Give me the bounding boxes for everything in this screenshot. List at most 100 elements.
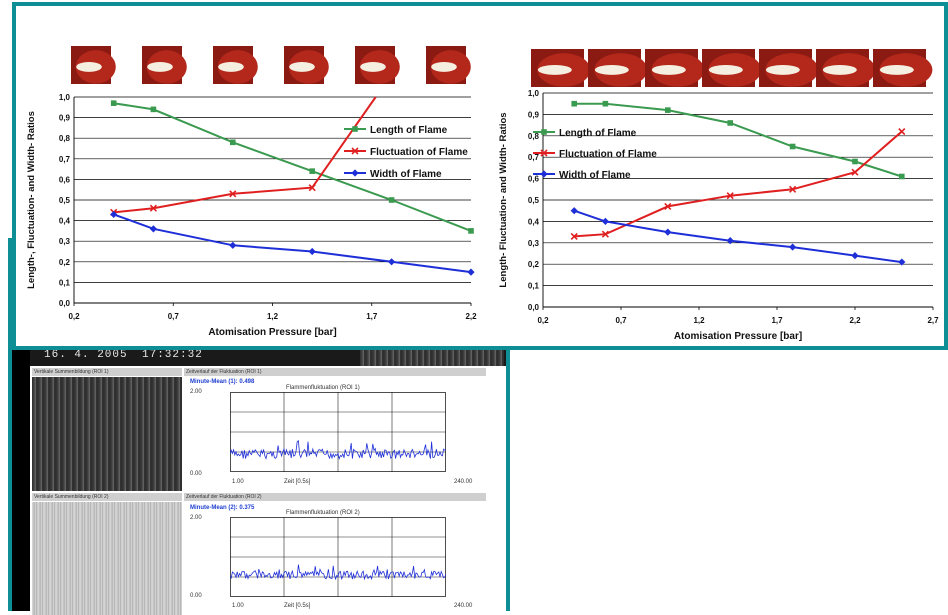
chart1-series-line: [113, 102, 472, 232]
chart1-y-tick-label: 0,5: [59, 196, 71, 205]
cross-marker-stroke: [789, 185, 797, 193]
roi1-xlabel: Zeit [0.5s]: [284, 479, 311, 485]
camera-strip: [360, 346, 504, 366]
chart1-data-point: [309, 168, 315, 174]
chart1-y-tick-label: 0,0: [59, 299, 71, 308]
chart2-x-tick-label: 1,2: [693, 316, 705, 325]
chart2-y-tick-label: 0,7: [528, 153, 540, 162]
chart2-x-tick-label: 2,7: [927, 316, 939, 325]
date-readout: 16. 4. 2005: [44, 349, 128, 361]
chart2-data-point: [570, 232, 578, 240]
chart1-y-tick-label: 1,0: [59, 93, 71, 102]
cross-marker-stroke: [351, 147, 359, 155]
chart2-data-point: [726, 237, 734, 245]
chart2-flame-core: [879, 64, 914, 75]
roi2-title: Flammenfluktuation (ROI 2): [286, 510, 360, 516]
chart1-legend-marker: [351, 169, 359, 177]
chart2-y-tick-label: 0,9: [528, 110, 540, 119]
chart2-x-axis-label: Atomisation Pressure [bar]: [674, 331, 802, 342]
chart1-flame-core: [76, 61, 102, 72]
chart2-data-point: [665, 107, 671, 113]
chart2-y-tick-label: 0,6: [528, 175, 540, 184]
cross-marker-stroke: [229, 190, 237, 198]
chart1-y-tick-label: 0,7: [59, 155, 71, 164]
chart2-y-tick-label: 0,5: [528, 196, 540, 205]
chart2-data-point: [789, 185, 797, 193]
chart2-x-tick-label: 2,2: [849, 316, 861, 325]
chart2-data-point: [571, 100, 577, 107]
chart1-data-point: [229, 241, 237, 249]
chart2-series-line: [574, 130, 903, 238]
chart2-legend-marker: [540, 170, 548, 178]
chart1-flame-core: [431, 61, 457, 72]
cross-marker-stroke: [308, 184, 316, 192]
chart1-flame-core: [289, 61, 315, 72]
chart2-legend-label: Fluctuation of Flame: [559, 149, 657, 160]
chart2-y-tick-label: 0,3: [528, 239, 540, 248]
chart2-y-tick-label: 0,1: [528, 282, 540, 291]
chart2-x-tick-label: 0,2: [537, 316, 549, 325]
chart2-flame-core: [765, 64, 800, 75]
chart2-data-point: [602, 100, 609, 107]
chart2-data-point: [851, 252, 859, 260]
chart1-data-point: [388, 258, 396, 266]
chart2-flame-core: [651, 64, 686, 75]
roi2-xend: 240.00: [454, 603, 473, 609]
roi2-intensity-image: [32, 502, 182, 615]
chart1-data-point: [110, 100, 117, 106]
time-readout: 17:32:32: [142, 349, 203, 361]
cross-marker-stroke: [898, 127, 906, 136]
roi2-right-strip: Zeitverlauf der Fluktuation (ROI 2): [184, 493, 486, 501]
chart1-data-point: [308, 184, 316, 192]
roi1-fluctuation-plot: [230, 392, 446, 472]
chart2-y-tick-label: 0,0: [528, 303, 540, 312]
chart1-legend-label: Width of Flame: [370, 169, 442, 180]
roi1-right-strip: Zeitverlauf der Fluktuation (ROI 1): [184, 368, 486, 376]
chart1-data-point: [149, 204, 157, 212]
chart2-legend-label: Width of Flame: [559, 170, 631, 181]
chart1-x-tick-label: 0,2: [68, 312, 80, 321]
chart1-legend-label: Length of Flame: [370, 125, 448, 136]
cross-marker-stroke: [540, 149, 548, 157]
chart2-legend-marker: [540, 149, 548, 157]
chart2-data-point: [789, 143, 796, 150]
chart1-y-axis-label: Length-, Fluctuation- and Width- Ratios: [26, 111, 37, 289]
chart2-data-point: [664, 228, 672, 236]
chart2-flame-core: [537, 64, 572, 75]
chart1-data-point: [388, 197, 395, 203]
roi1-left-strip: Vertikale Summenbildung (ROI 1): [32, 368, 182, 376]
roi2-signal-line: [230, 564, 446, 581]
chart2-data-point: [664, 202, 672, 210]
chart2-data-point: [898, 258, 906, 266]
chart1-flame-core: [147, 61, 173, 72]
roi2-xstart: 1.00: [232, 603, 244, 609]
chart1-data-point: [467, 268, 475, 276]
chart1-data-point: [308, 247, 316, 256]
roi1-title: Flammenfluktuation (ROI 1): [286, 385, 360, 391]
cross-marker-stroke: [851, 168, 859, 176]
chart1-y-tick-label: 0,9: [59, 114, 71, 123]
chart1-x-axis-label: Atomisation Pressure [bar]: [208, 327, 336, 338]
chart1-y-tick-label: 0,3: [59, 237, 71, 246]
roi1-xstart: 1.00: [232, 479, 244, 485]
roi2-grid: [230, 517, 446, 597]
cross-marker-stroke: [149, 204, 157, 212]
cross-marker-stroke: [570, 232, 578, 240]
chart1-x-tick-label: 2,2: [465, 312, 477, 321]
chart1-y-tick-label: 0,6: [59, 175, 71, 184]
chart1-legend-marker: [352, 126, 358, 132]
roi2-ymin: 0.00: [190, 593, 202, 599]
cross-marker-stroke: [601, 230, 609, 238]
chart2-flame-core: [822, 64, 857, 75]
charts-panel: 0,0 0,1 0,2 0,3 0,4 0,5 0,6 0,7 0,8 0,9 1,0 0,2 0,7 1…: [12, 2, 948, 350]
chart2-data-point: [852, 158, 858, 165]
chart2-data-point: [899, 173, 905, 180]
chart1-x-tick-label: 1,2: [267, 312, 279, 321]
roi1-signal-line: [230, 440, 446, 461]
roi2-mean: Minute-Mean (2): 0.375: [190, 505, 255, 511]
chart2-x-tick-label: 0,7: [615, 316, 627, 325]
roi2-fluctuation-plot: [230, 517, 446, 597]
chart1-y-tick-label: 0,2: [59, 258, 71, 267]
chart2-y-tick-label: 0,2: [528, 260, 540, 269]
chart2-flame-core: [594, 64, 629, 75]
